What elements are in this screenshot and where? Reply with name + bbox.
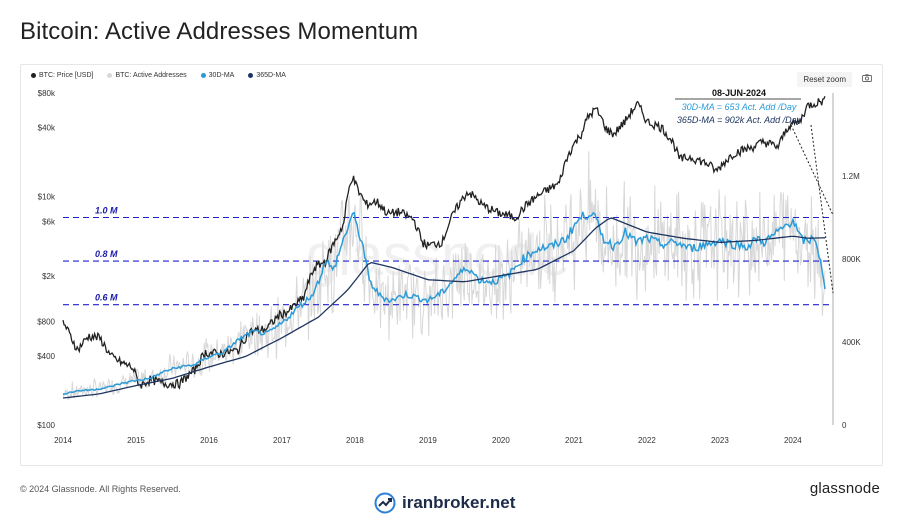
y-left-tick-label-5: $10k [38, 192, 56, 201]
footer-brand-logo: glassnode [809, 480, 880, 497]
reference-label-0: 1.0 M [95, 206, 118, 216]
legend-dot-price [31, 73, 36, 78]
x-tick-label-5: 2019 [419, 436, 437, 445]
legend-dot-365d-ma [248, 73, 254, 78]
reference-label-2: 0.6 M [95, 293, 118, 303]
y-left-tick-label-1: $400 [37, 352, 55, 361]
annotation-date: 08-JUN-2024 [712, 88, 766, 98]
annotation-pointer-365 [790, 124, 834, 216]
y-left-tick-label-0: $100 [37, 421, 55, 430]
x-tick-label-6: 2020 [492, 436, 510, 445]
x-tick-label-7: 2021 [565, 436, 583, 445]
chart-plot: glassnode 1.0 M0.8 M0.6 M 2014 2015 2016 20… [37, 88, 861, 445]
x-tick-label-3: 2017 [273, 436, 291, 445]
page-title: Bitcoin: Active Addresses Momentum [20, 18, 419, 45]
reset-zoom-button[interactable]: Reset zoom [797, 72, 852, 87]
legend-item-365d-ma[interactable]: 365D-MA [248, 72, 286, 79]
y-right-tick-label-3: 1.2M [842, 172, 860, 181]
x-tick-label-9: 2023 [711, 436, 729, 445]
y-right-tick-label-0: 0 [842, 421, 847, 430]
y-left-tick-label-2: $800 [37, 318, 55, 327]
legend-dot-active-addresses [107, 73, 113, 78]
y-right-tick-label-2: 800K [842, 255, 861, 264]
legend-label-price: BTC: Price [USD] [39, 72, 94, 79]
watermark-text: iranbroker.net [402, 493, 516, 512]
x-tick-label-8: 2022 [638, 436, 656, 445]
legend-label-365d-ma: 365D-MA [256, 72, 286, 79]
x-tick-label-4: 2018 [346, 436, 364, 445]
legend-item-active-addresses[interactable]: BTC: Active Addresses [107, 72, 187, 79]
y-right-tick-label-1: 400K [842, 338, 861, 347]
trend-logo-icon [374, 492, 396, 514]
annotation-30d-ma: 30D-MA = 653 Act. Add /Day [682, 102, 797, 112]
series-365d-ma-line [62, 217, 826, 399]
annotation-365d-ma: 365D-MA = 902k Act. Add /Day [677, 115, 802, 125]
legend-item-30d-ma[interactable]: 30D-MA [200, 72, 235, 79]
x-tick-label-0: 2014 [54, 436, 72, 445]
footer-copyright: © 2024 Glassnode. All Rights Reserved. [20, 484, 181, 494]
y-left-tick-label-6: $40k [38, 123, 56, 132]
legend-label-active-addresses: BTC: Active Addresses [115, 72, 187, 79]
series-active-addresses-line [62, 151, 826, 401]
reference-label-1: 0.8 M [95, 249, 118, 259]
chart-card: BTC: Price [USD] BTC: Active Addresses 3… [20, 64, 883, 466]
legend-dot-30d-ma [200, 73, 206, 78]
legend-label-30d-ma: 30D-MA [208, 72, 235, 79]
x-tick-label-1: 2015 [127, 436, 145, 445]
chart-legend: BTC: Price [USD] BTC: Active Addresses 3… [31, 72, 286, 79]
y-left-tick-label-7: $80k [38, 89, 56, 98]
legend-item-price[interactable]: BTC: Price [USD] [31, 72, 93, 79]
y-left-tick-label-3: $2k [42, 272, 56, 281]
camera-icon[interactable] [862, 74, 872, 82]
y-left-tick-label-4: $6k [42, 218, 56, 227]
annotation-pointer-30 [810, 124, 834, 294]
x-tick-label-2: 2016 [200, 436, 218, 445]
x-tick-label-10: 2024 [784, 436, 802, 445]
series-30d-ma-line [62, 211, 826, 396]
watermark: iranbroker.net [374, 492, 515, 514]
